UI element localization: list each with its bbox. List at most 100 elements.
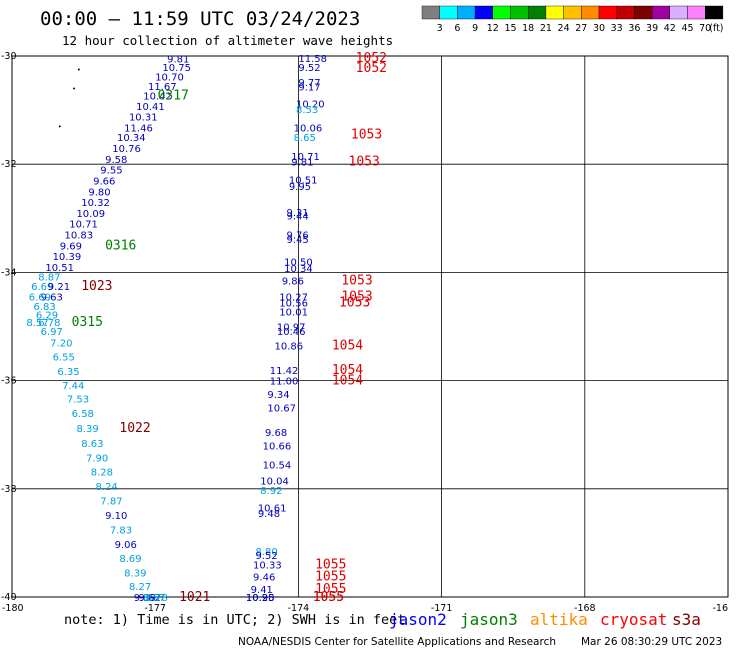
color-scale: 3 6 9 12 15 18 21 24 27 30 33 36 39 42 45 70(ft): [421, 5, 724, 34]
wave-height-label: 10.27: [279, 293, 308, 304]
legend-item-altika: altika: [530, 610, 588, 629]
wave-height-label: 8.57: [26, 318, 48, 329]
color-swatch: [598, 5, 617, 20]
pass-time-label: 1022: [119, 421, 150, 436]
color-scale-label: 36: [628, 23, 640, 34]
wave-height-label: 10.54: [263, 460, 292, 471]
wave-height-label: 10.46: [277, 327, 306, 338]
wave-height-label: 9.55: [100, 166, 122, 177]
wave-height-label: 10.34: [117, 133, 146, 144]
y-tick-label: -30: [1, 51, 17, 62]
data-points: [58, 68, 80, 128]
wave-height-label: 10.41: [136, 102, 165, 113]
wave-height-label: 9.81: [291, 157, 313, 168]
wave-height-label: 8.24: [96, 482, 118, 493]
wave-height-label: 10.83: [65, 231, 94, 242]
color-scale-label: 27: [575, 23, 587, 34]
wave-height-label: 9.69: [60, 241, 82, 252]
pass-time-label: 1054: [332, 374, 363, 389]
wave-height-label: 8.57: [143, 593, 165, 604]
wave-height-label: 6.69: [31, 282, 53, 293]
wave-height-label: 11.00: [270, 377, 299, 388]
wave-height-label: 9.81: [167, 55, 189, 66]
pass-time-label: 0317: [158, 88, 189, 103]
wave-height-label: 8.53: [296, 105, 318, 116]
pass-time-label: 1055: [315, 558, 346, 573]
pass-time-label: 0316: [105, 238, 136, 253]
wave-height-label: 9.86: [282, 277, 304, 288]
wave-height-label: 9.95: [289, 182, 311, 193]
wave-height-label: 6.55: [53, 352, 75, 363]
wave-height-label: 8.87: [38, 273, 60, 284]
wave-height-label: 10.97: [277, 323, 306, 334]
footer-credit: NOAA/NESDIS Center for Satellite Applica…: [238, 636, 556, 648]
wave-height-label: 10.86: [275, 341, 304, 352]
wave-height-label: 10.25: [246, 593, 275, 604]
wave-height-label: 7.44: [62, 381, 84, 392]
plot-area: -30 -32 -34 -36 -38 -40-180 -177 -174 -171 -168 -1…: [1, 51, 729, 614]
legend-item-jason2: jason2: [389, 610, 447, 629]
wave-height-label: 10.98: [246, 593, 275, 604]
wave-height-label: 9.21: [48, 282, 70, 293]
y-tick-label: -34: [1, 267, 17, 278]
satellite-legend: jason2 jason3 altika cryosat s3a: [389, 610, 701, 629]
wave-height-label: 9.66: [93, 176, 115, 187]
color-swatch: [457, 5, 476, 20]
wave-height-label: 9.77: [298, 78, 320, 89]
pass-time-label: 1053: [351, 127, 382, 142]
color-scale-label: 9: [472, 23, 478, 34]
x-tick-label: -180: [2, 603, 24, 614]
color-scale-label: 3: [437, 23, 443, 34]
color-scale-label: 70: [699, 23, 711, 34]
wave-height-labels: 9.8110.7510.7011.6710.42031710.4110.3111…: [26, 51, 387, 605]
footer-note: note: 1) Time is in UTC; 2) SWH is in fe…: [64, 612, 405, 628]
wave-height-label: 11.42: [270, 366, 299, 377]
wave-height-label: 7.53: [67, 394, 89, 405]
x-tick-label: -16: [712, 603, 728, 614]
x-tick-label: -177: [144, 603, 166, 614]
color-scale-label: 33: [611, 23, 623, 34]
color-swatch: [634, 5, 653, 20]
wave-height-label: 9.48: [258, 509, 280, 520]
wave-height-label: 10.71: [69, 220, 98, 231]
wave-height-label: 7.90: [86, 453, 108, 464]
y-tick-label: -32: [1, 159, 17, 170]
axis-ticks: -30 -32 -34 -36 -38 -40-180 -177 -174 -171 -168 -1…: [1, 51, 728, 614]
color-swatch: [581, 5, 600, 20]
wave-height-label: 10.06: [294, 123, 323, 134]
pass-time-label: 1052: [356, 61, 387, 76]
wave-height-label: 10.32: [81, 198, 110, 209]
color-scale-label: 45: [681, 23, 693, 34]
wave-height-label: 11.58: [298, 54, 327, 65]
pass-time-label: 1055: [313, 590, 344, 605]
x-tick-label: -174: [288, 603, 310, 614]
color-scale-label: 39: [646, 23, 658, 34]
wave-height-label: 7.87: [100, 497, 122, 508]
pass-time-label: 1053: [349, 154, 380, 169]
pass-time-label: 1054: [332, 363, 363, 378]
color-swatch: [510, 5, 529, 20]
data-point: [73, 87, 76, 90]
pass-time-label: 1054: [332, 338, 363, 353]
wave-height-label: 6.29: [36, 311, 58, 322]
wave-height-label: 8.63: [81, 439, 103, 450]
wave-height-label: 10.31: [129, 113, 158, 124]
x-tick-label: -168: [574, 603, 596, 614]
wave-height-label: 11.46: [124, 123, 153, 134]
wave-height-label: 6.58: [72, 409, 94, 420]
wave-height-label: 7.83: [110, 525, 132, 536]
wave-height-label: 10.71: [291, 152, 320, 163]
wave-height-label: 8.78: [146, 593, 168, 604]
pass-time-label: 1021: [179, 590, 210, 605]
wave-height-label: 9.45: [286, 235, 308, 246]
wave-height-label: 6.97: [41, 327, 63, 338]
wave-height-label: 9.06: [115, 540, 137, 551]
color-swatch: [616, 5, 635, 20]
color-scale-label: 6: [454, 23, 460, 34]
wave-height-label: 6.69: [29, 293, 51, 304]
color-scale-unit: (ft): [709, 23, 723, 34]
color-scale-label: 15: [504, 23, 516, 34]
wave-height-label: 6.83: [33, 302, 55, 313]
x-tick-label: -171: [431, 603, 453, 614]
